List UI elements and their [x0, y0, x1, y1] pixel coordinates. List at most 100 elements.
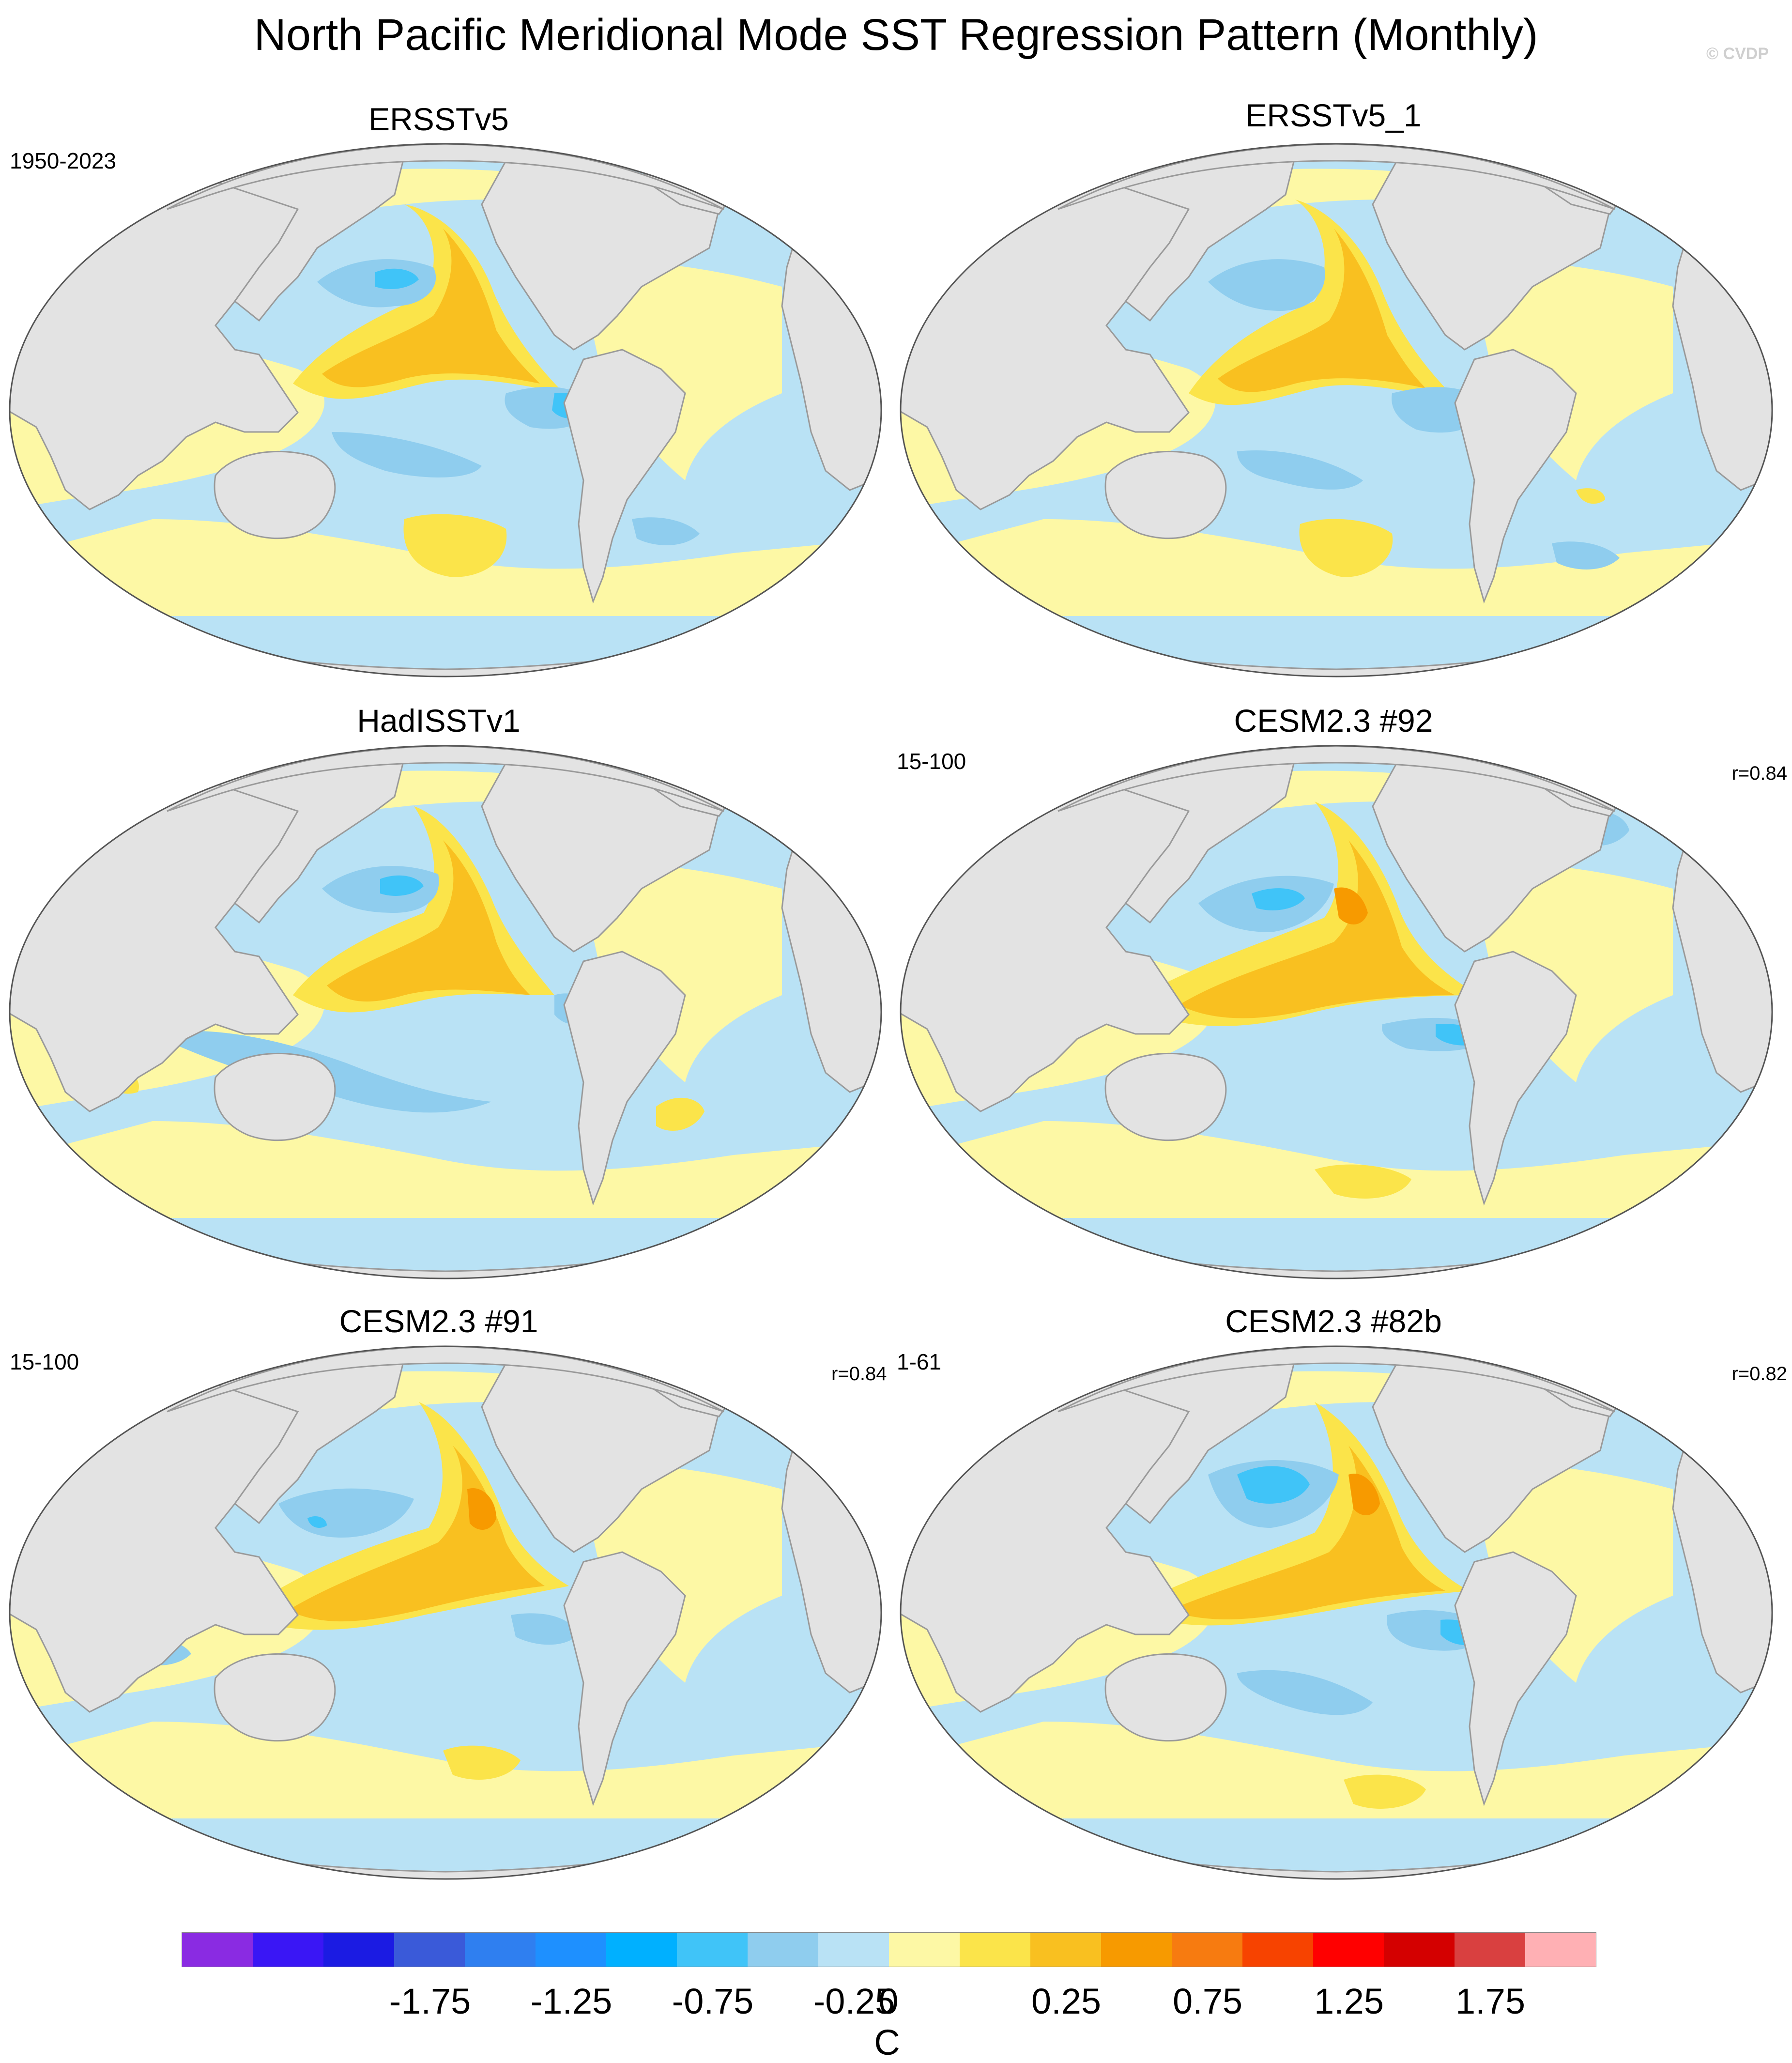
colorbar-tick-label: 0 [878, 1981, 899, 2021]
sst-anomaly-warm-peak [1334, 887, 1368, 924]
land-south-america [563, 1551, 686, 1806]
panel-correlation-cesm-92: r=0.84 [1731, 763, 1787, 784]
sst-anomaly-cool-kuroshio-core [1237, 1466, 1310, 1504]
land-australia [1104, 1653, 1227, 1742]
sst-anomaly-warm-south-pacific [443, 1745, 521, 1780]
sst-anomaly-cool-kuroshio-core [1252, 888, 1305, 910]
sst-anomaly-warm-core [322, 229, 540, 387]
sst-anomaly-warm-peak [467, 1488, 496, 1530]
panel-title-cesm-82b: CESM2.3 #82b [1225, 1303, 1442, 1339]
weak-positive-anomaly [10, 1121, 881, 1218]
colorbar-swatch [1172, 1933, 1242, 1967]
panel-period-cesm-92: 15-100 [897, 749, 966, 774]
land-south-america [563, 951, 686, 1206]
sst-map-cesm-82b [900, 1345, 1773, 1880]
colorbar-swatch [394, 1933, 465, 1967]
land-australia [214, 450, 336, 539]
land-arctic-rim [1057, 1346, 1615, 1413]
land-arctic-rim [1057, 746, 1615, 812]
panel-period-ersstv5: 1950-2023 [10, 148, 116, 173]
land-australia [214, 1653, 336, 1742]
sst-anomaly-cool-kuroshio-core [380, 875, 424, 896]
panel-correlation-cesm-82b: r=0.82 [1731, 1363, 1787, 1385]
sst-anomaly-cool-south-pacific [1237, 1670, 1373, 1715]
colorbar-tick-label: 1.25 [1314, 1981, 1384, 2021]
colorbar-swatch [818, 1933, 889, 1967]
colorbar-swatch [1313, 1933, 1384, 1967]
land-south-america [1454, 1551, 1577, 1806]
sst-anomaly-warm-core [1218, 229, 1426, 392]
land-asia-east [1099, 757, 1296, 924]
land-asia-east [208, 757, 405, 924]
map-outline [9, 1345, 882, 1880]
sst-map-hadisstv1 [9, 745, 882, 1279]
sst-anomaly-warm-core [288, 1446, 545, 1622]
land-south-america [1454, 349, 1577, 604]
sst-anomaly-cool-eastern-pacific [511, 1613, 579, 1645]
sst-anomaly-warm-core [1169, 1446, 1445, 1619]
colorbar-swatch [1384, 1933, 1455, 1967]
sst-anomaly-warm-peak [1348, 1474, 1380, 1515]
panel-title-ersstv5: ERSSTv5 [368, 101, 509, 137]
colorbar-swatch [1030, 1933, 1101, 1967]
sst-anomaly-warm-core [327, 840, 530, 1002]
colorbar-swatch [748, 1933, 818, 1967]
panel-period-cesm-82b: 1-61 [897, 1349, 942, 1374]
sst-anomaly-warm-south-atlantic [656, 1097, 705, 1131]
sst-anomaly-warm-south-pacific [403, 514, 507, 577]
weak-positive-anomaly [10, 1722, 881, 1818]
sst-anomaly-cool-kuroshio [1208, 259, 1325, 311]
sst-anomaly-warm-south-pacific [1315, 1164, 1411, 1199]
colorbar-swatch [253, 1933, 323, 1967]
land-australia [1104, 1052, 1227, 1141]
panel-title-hadisstv1: HadISSTv1 [357, 703, 521, 739]
land-asia-east [208, 155, 405, 322]
sst-anomaly-warm-south-pacific [1344, 1774, 1426, 1809]
weak-positive-anomaly [901, 1722, 1772, 1818]
colorbar-swatch [1525, 1933, 1596, 1967]
land-arctic-rim [167, 746, 724, 812]
land-australia [214, 1052, 336, 1141]
colorbar-swatch [606, 1933, 677, 1967]
panel-title-cesm-91: CESM2.3 #91 [339, 1303, 538, 1339]
map-outline [900, 143, 1773, 677]
panel-period-cesm-91: 15-100 [10, 1349, 79, 1374]
land-arctic-rim [167, 144, 724, 210]
sst-anomaly-cool-north-pacific-west [307, 1516, 327, 1528]
sst-anomaly-cool-south-atlantic [1552, 541, 1620, 570]
colorbar-swatch [889, 1933, 960, 1967]
land-asia-east [1099, 155, 1296, 322]
figure-title: North Pacific Meridional Mode SST Regres… [254, 10, 1538, 60]
map-outline [9, 745, 882, 1279]
colorbar-swatch [1455, 1933, 1525, 1967]
land-south-america [1454, 951, 1577, 1206]
panel-correlation-cesm-91: r=0.84 [831, 1363, 887, 1385]
colorbar-swatch [960, 1933, 1030, 1967]
land-australia [1104, 450, 1227, 539]
sst-anomaly-cool-south-pacific [1237, 450, 1363, 490]
colorbar-tick-label: 0.75 [1172, 1981, 1243, 2021]
colorbar-unit-label: C [874, 2022, 900, 2063]
colorbar-tick-label: 1.75 [1455, 1981, 1526, 2021]
sst-anomaly-cool-south-pacific [332, 432, 482, 477]
colorbar-swatch [323, 1933, 394, 1967]
colorbar-swatch [536, 1933, 606, 1967]
copyright-watermark: © CVDP [1706, 45, 1769, 63]
sst-anomaly-warm-core [1179, 840, 1455, 1018]
land-arctic-rim [1057, 144, 1615, 210]
colorbar-swatch [1242, 1933, 1313, 1967]
colorbar-swatch [1101, 1933, 1172, 1967]
colorbar-swatch [465, 1933, 536, 1967]
land-arctic-rim [167, 1346, 724, 1413]
colorbar-tick-label: -1.75 [389, 1981, 471, 2021]
sst-anomaly-cool-south-atlantic [632, 517, 700, 545]
sst-anomaly-warm-atlantic [1576, 488, 1605, 504]
map-outline [9, 143, 882, 677]
colorbar-tick-label: -0.75 [672, 1981, 754, 2021]
panel-title-ersstv5-1: ERSSTv5_1 [1245, 97, 1422, 133]
colorbar [182, 1932, 1596, 1967]
sst-anomaly-cool-kuroshio-core [375, 268, 419, 289]
land-asia-east [208, 1357, 405, 1524]
colorbar-swatch [677, 1933, 748, 1967]
sst-map-cesm-92 [900, 745, 1773, 1279]
